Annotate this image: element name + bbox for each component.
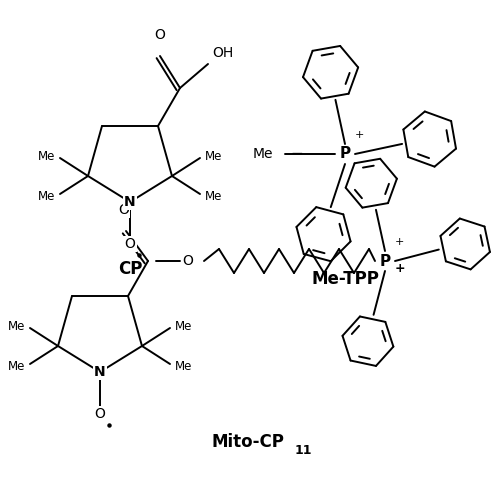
Text: P: P bbox=[380, 253, 390, 269]
Text: Me: Me bbox=[252, 147, 273, 161]
Text: +: + bbox=[395, 237, 404, 247]
Text: +: + bbox=[395, 262, 406, 276]
Text: N: N bbox=[94, 365, 106, 379]
Text: O: O bbox=[94, 407, 106, 421]
Text: Me: Me bbox=[205, 190, 222, 203]
Text: Me: Me bbox=[175, 320, 192, 332]
Text: Me: Me bbox=[175, 360, 192, 372]
Text: Me: Me bbox=[8, 320, 25, 332]
Text: Mito-CP: Mito-CP bbox=[212, 433, 284, 451]
Text: P: P bbox=[340, 147, 350, 162]
Text: Me: Me bbox=[205, 150, 222, 163]
Text: CP: CP bbox=[118, 260, 142, 278]
Text: Me: Me bbox=[8, 360, 25, 372]
Text: O: O bbox=[154, 28, 166, 42]
Text: O: O bbox=[182, 254, 194, 268]
Text: +: + bbox=[355, 130, 364, 140]
Text: O: O bbox=[124, 237, 136, 251]
Text: Me: Me bbox=[38, 190, 55, 203]
Text: OH: OH bbox=[212, 46, 233, 60]
Text: Me: Me bbox=[38, 150, 55, 163]
Text: Me-TPP: Me-TPP bbox=[311, 270, 379, 288]
Text: N: N bbox=[124, 195, 136, 209]
Text: 11: 11 bbox=[295, 444, 312, 456]
Text: O: O bbox=[118, 203, 130, 217]
Text: −: − bbox=[290, 147, 304, 162]
